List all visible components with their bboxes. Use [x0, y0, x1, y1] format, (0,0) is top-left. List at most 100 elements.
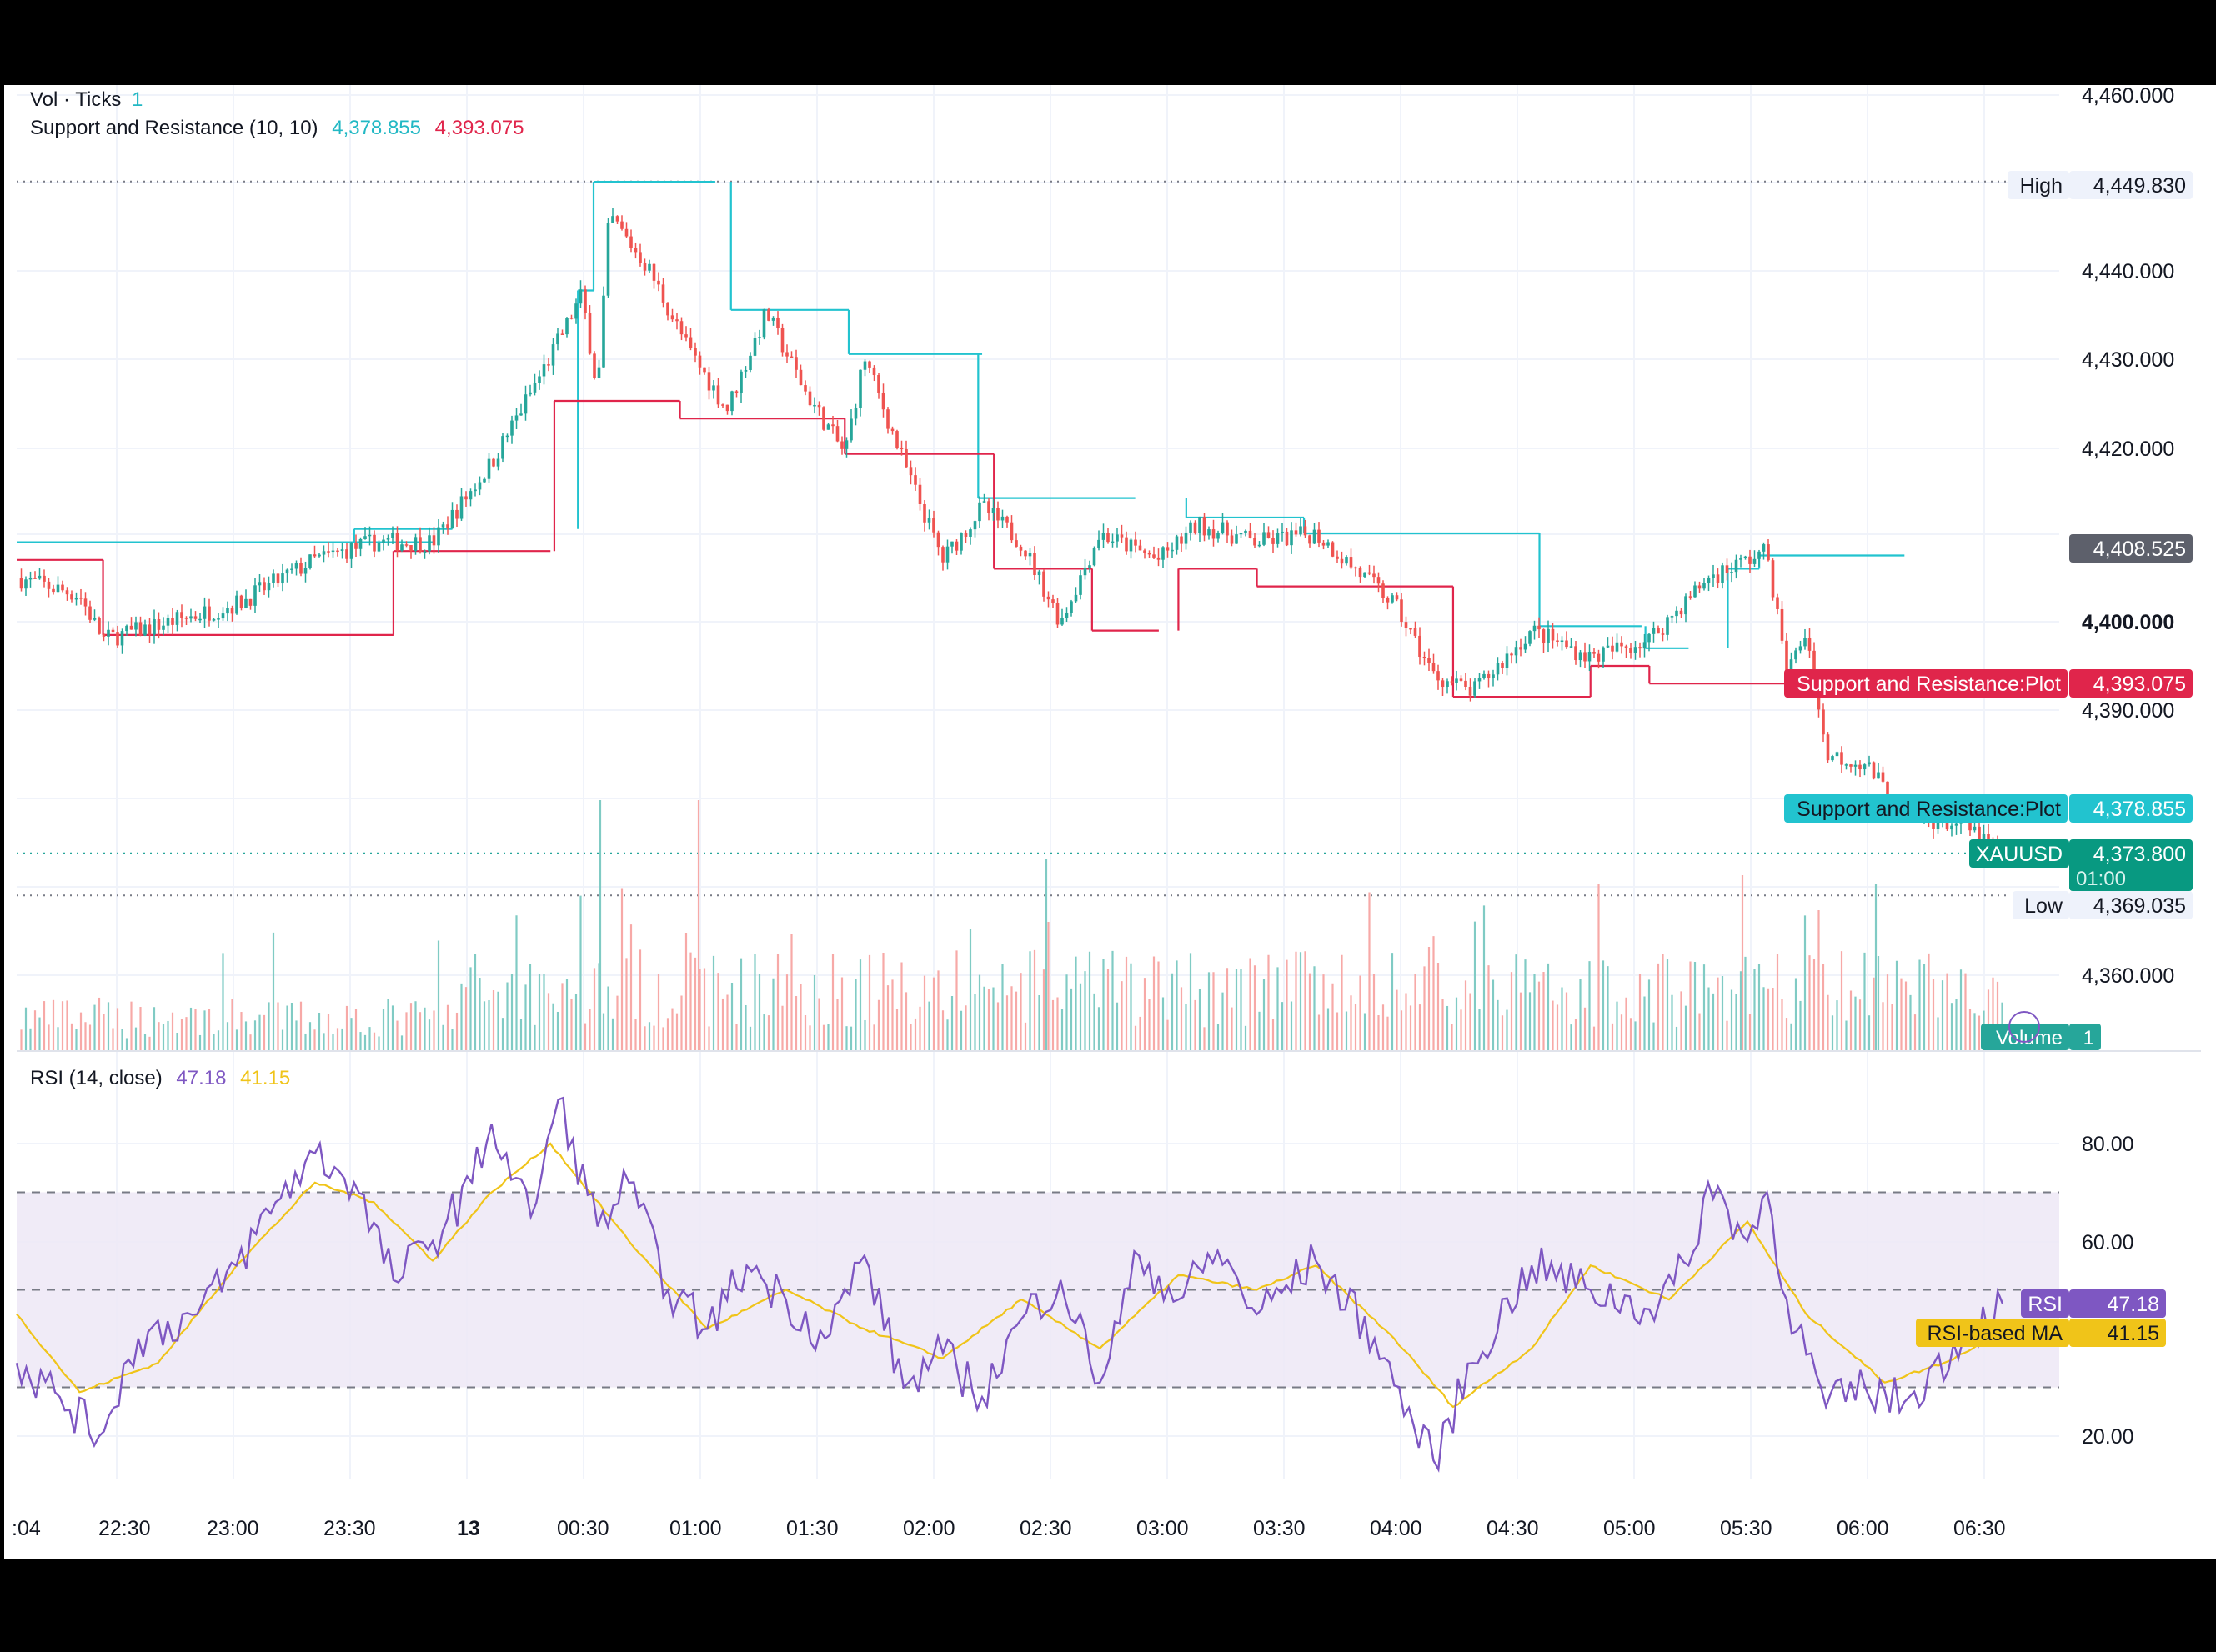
candle-body-369	[1712, 574, 1715, 578]
time-tick-3: 23:30	[323, 1517, 376, 1540]
candle-body-342	[1587, 652, 1592, 662]
candle-body-289	[1345, 557, 1348, 564]
candle-body-284	[1321, 542, 1326, 546]
price-tick-3: 4,420.000	[2082, 438, 2174, 461]
axis-labels: 4,460.000 4,440.000 4,430.000 4,420.000 4,40…	[12, 84, 2174, 1540]
high-label-badge: High	[2008, 171, 2069, 199]
candle-body-232	[1083, 568, 1087, 576]
candle-body-358	[1661, 633, 1665, 635]
candle-body-230	[1074, 594, 1078, 602]
candle-body-84	[404, 544, 409, 546]
candle-body-228	[1065, 613, 1069, 618]
candle-body-253	[1180, 536, 1183, 544]
candle-body-390	[1807, 638, 1812, 651]
high-value-badge: 4,449.830	[2069, 171, 2193, 199]
candle-body-406	[1881, 772, 1885, 782]
candle-body-426	[1973, 826, 1977, 831]
rsi-tick-0: 80.00	[2082, 1133, 2134, 1156]
candle-body-21	[116, 632, 119, 646]
candle-body-57	[281, 573, 284, 584]
candle-body-312	[1450, 681, 1454, 683]
candle-body-73	[354, 543, 358, 549]
candle-body-119	[565, 318, 569, 335]
candle-body-335	[1556, 640, 1559, 643]
time-tick-5: 00:30	[557, 1517, 609, 1540]
time-tick-1: 22:30	[98, 1517, 151, 1540]
candle-body-33	[171, 618, 174, 625]
candle-body-125	[593, 353, 596, 378]
time-tick-17: 06:30	[1953, 1517, 2006, 1540]
candle-body-357	[1657, 628, 1660, 634]
candle-body-78	[377, 543, 381, 552]
candle-body-82	[395, 533, 399, 551]
candle-body-208	[973, 521, 977, 530]
candle-body-133	[629, 236, 633, 248]
candle-body-4	[38, 575, 42, 579]
candle-body-121	[574, 303, 578, 319]
candle-body-362	[1679, 610, 1683, 615]
candle-body-36	[184, 618, 188, 619]
candle-body-137	[648, 263, 651, 271]
support-label-badge: Support and Resistance:Plot	[1784, 794, 2068, 823]
candle-body-75	[363, 536, 367, 540]
volume-bars	[20, 800, 2003, 1050]
symbol-value-bg	[2069, 839, 2193, 891]
candle-body-99	[474, 489, 477, 492]
candle-body-178	[835, 426, 840, 442]
legend-rsi-title: RSI (14, close)	[30, 1067, 163, 1089]
rsi-value-badge-text: 47.18	[2107, 1293, 2159, 1316]
candle-body-302	[1404, 622, 1408, 628]
rsi-band	[17, 1191, 2059, 1389]
candle-body-81	[391, 533, 394, 538]
candle-body-397	[1840, 752, 1843, 765]
candle-body-377	[1748, 556, 1752, 564]
candle-body-376	[1743, 556, 1747, 558]
candle-body-261	[1216, 533, 1220, 539]
candle-body-349	[1620, 642, 1623, 647]
candle-body-124	[588, 313, 592, 354]
candle-body-350	[1624, 646, 1628, 648]
candle-body-235	[1097, 539, 1100, 548]
candle-body-147	[694, 348, 697, 356]
high-value-badge-bg	[2069, 171, 2193, 199]
candle-body-19	[107, 629, 110, 637]
candle-body-109	[519, 413, 523, 416]
candle-body-373	[1730, 572, 1733, 573]
rsi-ma-value-badge-bg	[2069, 1319, 2166, 1347]
candle-body-13	[79, 598, 83, 599]
candle-body-80	[386, 538, 390, 540]
candle-body-59	[290, 568, 293, 571]
candles	[19, 208, 2004, 854]
candle-body-328	[1523, 643, 1527, 650]
candle-body-92	[441, 524, 445, 528]
candle-body-74	[358, 539, 363, 549]
candle-body-102	[487, 458, 491, 479]
candle-body-382	[1771, 560, 1775, 598]
candle-body-77	[373, 534, 376, 552]
candle-body-255	[1189, 522, 1192, 533]
candle-body-398	[1844, 764, 1848, 766]
candle-body-48	[239, 595, 243, 608]
candle-body-318	[1477, 678, 1482, 682]
candle-body-79	[382, 539, 385, 543]
candle-body-213	[996, 508, 1000, 521]
candle-body-307	[1427, 658, 1431, 663]
rsi-ma-value-badge-text: 41.15	[2107, 1322, 2159, 1345]
price-tick-5: 4,390.000	[2082, 699, 2174, 723]
candle-body-51	[253, 585, 257, 606]
candle-body-188	[881, 393, 885, 410]
candle-body-176	[826, 424, 830, 430]
candle-body-162	[762, 309, 766, 338]
candle-body-103	[492, 458, 495, 467]
candle-body-223	[1042, 571, 1045, 597]
candle-body-222	[1037, 571, 1041, 576]
candle-body-117	[556, 333, 559, 345]
candle-body-297	[1381, 583, 1385, 598]
candle-body-296	[1376, 577, 1381, 584]
candle-body-231	[1079, 575, 1082, 595]
current-price-badge-text: 4,408.525	[2093, 538, 2186, 561]
low-label-badge-text: Low	[2024, 894, 2063, 918]
candle-body-204	[955, 541, 959, 551]
rsi-tick-1: 60.00	[2082, 1231, 2134, 1254]
